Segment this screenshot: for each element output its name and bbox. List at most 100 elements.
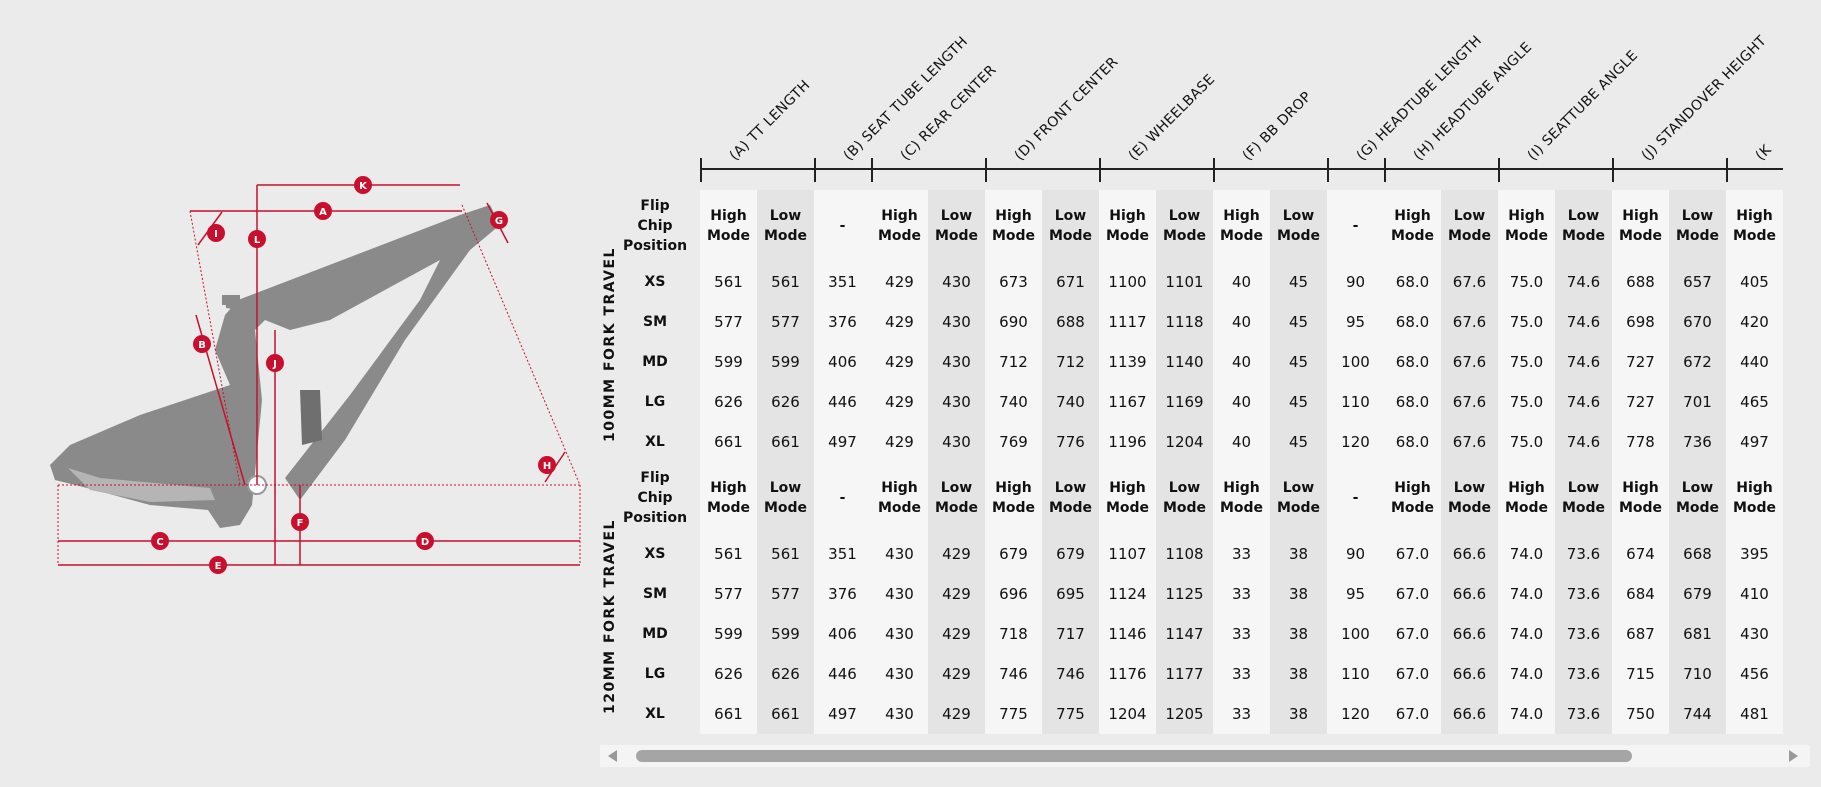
column-header: (C) REAR CENTER: [871, 0, 1000, 182]
table-cell: 746: [985, 654, 1042, 694]
table-cell: 481: [1726, 694, 1783, 734]
mode-header: -: [814, 190, 871, 262]
table-cell: 74.6: [1555, 302, 1612, 342]
table-cell: 405: [1726, 262, 1783, 302]
column-tick: [700, 158, 702, 182]
scroll-right-arrow-icon[interactable]: [1789, 750, 1798, 762]
table-cell: 577: [757, 574, 814, 614]
table-cell: 769: [985, 422, 1042, 462]
table-cell: 429: [928, 694, 985, 734]
mode-header: Low Mode: [1156, 462, 1213, 534]
scrollbar-thumb[interactable]: [636, 750, 1632, 762]
table-cell: 715: [1612, 654, 1669, 694]
column-tick: [985, 158, 987, 182]
mode-header: Low Mode: [1555, 462, 1612, 534]
table-cell: 1169: [1156, 382, 1213, 422]
mode-header: Low Mode: [1441, 190, 1498, 262]
size-label: XL: [645, 434, 665, 450]
table-cell: 1177: [1156, 654, 1213, 694]
mode-header: High Mode: [1612, 462, 1669, 534]
table-cell: 376: [814, 302, 871, 342]
table-cell: 661: [700, 422, 757, 462]
table-cell: 1140: [1156, 342, 1213, 382]
table-cell: 38: [1270, 574, 1327, 614]
table-cell: 1107: [1099, 534, 1156, 574]
table-cell: 429: [928, 534, 985, 574]
table-cell: 673: [985, 262, 1042, 302]
column-tick: [1384, 158, 1386, 182]
table-cell: 1100: [1099, 262, 1156, 302]
table-cell: 668: [1669, 534, 1726, 574]
section-label: 100MM FORK TRAVEL: [602, 247, 618, 442]
geometry-table[interactable]: (A) TT LENGTH (B) SEAT TUBE LENGTH (C) REA…: [600, 0, 1810, 787]
mode-header: High Mode: [1612, 190, 1669, 262]
scroll-left-arrow-icon[interactable]: [608, 750, 617, 762]
table-cell: 67.0: [1384, 614, 1441, 654]
column-rule: [1726, 168, 1783, 170]
table-cell: 67.6: [1441, 262, 1498, 302]
mode-header: High Mode: [1726, 462, 1783, 534]
table-cell: 599: [700, 342, 757, 382]
table-cell: 68.0: [1384, 342, 1441, 382]
svg-text:F: F: [297, 518, 304, 529]
table-cell: 1139: [1099, 342, 1156, 382]
table-cell: 40: [1213, 262, 1270, 302]
dimension-badge-l: L: [248, 230, 266, 248]
dimension-badge-b: B: [193, 335, 211, 353]
table-cell: 1205: [1156, 694, 1213, 734]
table-cell: 68.0: [1384, 422, 1441, 462]
table-cell: 712: [985, 342, 1042, 382]
table-cell: 430: [928, 382, 985, 422]
table-cell: 73.6: [1555, 694, 1612, 734]
column-rule: [1384, 168, 1498, 170]
table-cell: 66.6: [1441, 534, 1498, 574]
table-cell: 456: [1726, 654, 1783, 694]
table-cell: 40: [1213, 302, 1270, 342]
table-cell: 67.6: [1441, 382, 1498, 422]
table-cell: 430: [871, 694, 928, 734]
table-cell: 681: [1669, 614, 1726, 654]
mode-header: High Mode: [1498, 190, 1555, 262]
size-label: LG: [644, 666, 666, 682]
table-cell: 599: [700, 614, 757, 654]
table-cell: 38: [1270, 614, 1327, 654]
table-cell: 690: [985, 302, 1042, 342]
column-header: (A) TT LENGTH: [700, 0, 814, 182]
column-tick: [1612, 158, 1614, 182]
mode-header: High Mode: [1498, 462, 1555, 534]
table-cell: 446: [814, 654, 871, 694]
mode-header: High Mode: [985, 462, 1042, 534]
table-cell: 661: [757, 694, 814, 734]
mode-header: Low Mode: [1669, 190, 1726, 262]
table-cell: 110: [1327, 654, 1384, 694]
table-cell: 95: [1327, 574, 1384, 614]
table-cell: 712: [1042, 342, 1099, 382]
mode-header: -: [1327, 462, 1384, 534]
table-cell: 45: [1270, 262, 1327, 302]
mode-header: Low Mode: [757, 462, 814, 534]
table-cell: 376: [814, 574, 871, 614]
size-label: SM: [642, 314, 667, 330]
table-cell: 626: [700, 382, 757, 422]
table-cell: 67.6: [1441, 422, 1498, 462]
table-cell: 430: [928, 302, 985, 342]
table-cell: 661: [700, 694, 757, 734]
table-cell: 1167: [1099, 382, 1156, 422]
table-cell: 775: [1042, 694, 1099, 734]
column-rule: [985, 168, 1099, 170]
table-cell: 406: [814, 342, 871, 382]
mode-header: -: [814, 462, 871, 534]
mode-header: High Mode: [1213, 462, 1270, 534]
mode-header: Low Mode: [928, 190, 985, 262]
table-cell: 674: [1612, 534, 1669, 574]
table-cell: 430: [871, 614, 928, 654]
table-cell: 429: [928, 574, 985, 614]
table-cell: 75.0: [1498, 422, 1555, 462]
table-cell: 33: [1213, 694, 1270, 734]
column-tick: [1213, 158, 1215, 182]
horizontal-scrollbar[interactable]: [600, 745, 1810, 767]
table-cell: 40: [1213, 422, 1270, 462]
column-header: (K: [1726, 0, 1783, 182]
table-cell: 688: [1042, 302, 1099, 342]
dimension-badge-a: A: [314, 202, 332, 220]
